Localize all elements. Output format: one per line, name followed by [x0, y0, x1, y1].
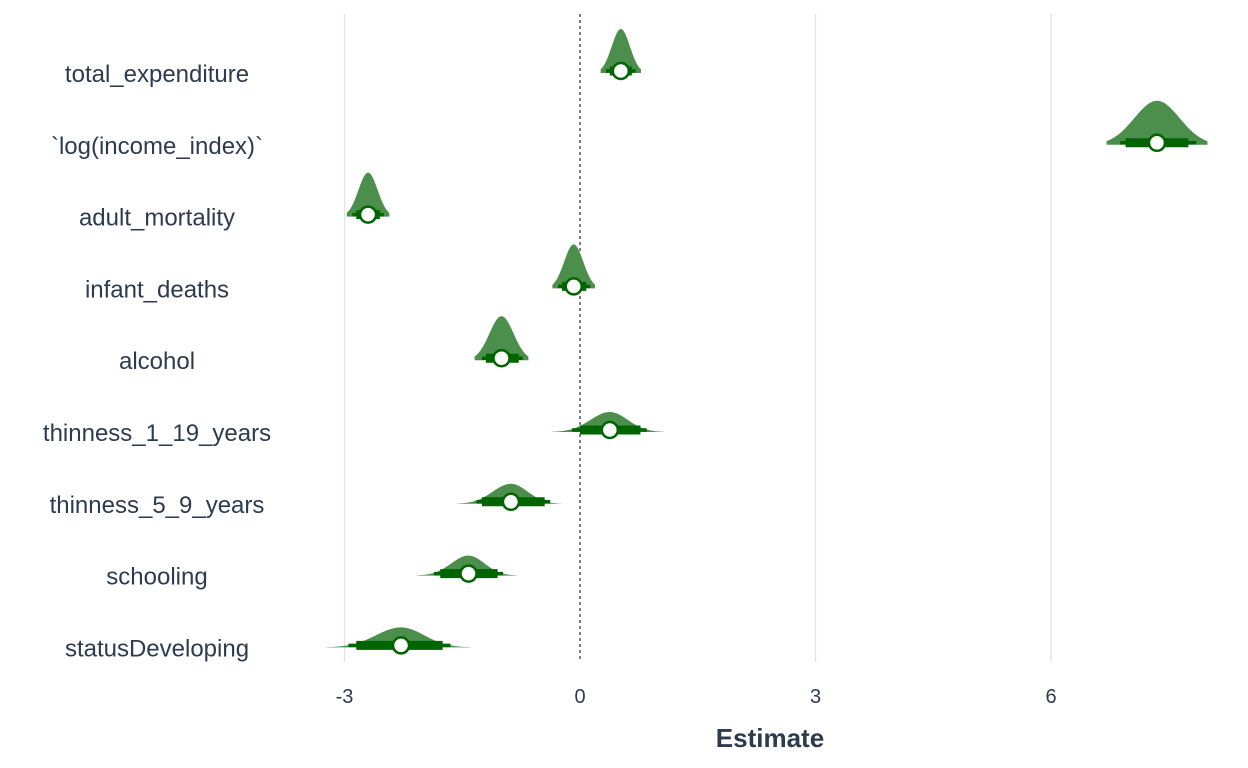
- point-estimate: [391, 636, 411, 655]
- term-label: alcohol: [119, 348, 195, 375]
- point-group: [358, 61, 1167, 655]
- term-labels: total_expenditure `log(income_index)`adul…: [43, 61, 271, 662]
- term-label: infant_deaths: [85, 276, 229, 303]
- term-label: adult_mortality: [79, 205, 235, 232]
- point-estimate: [600, 420, 620, 440]
- term-label: schooling: [106, 564, 207, 591]
- term-label: `log(income_index)`: [51, 133, 263, 160]
- term-label: thinness_1_19_years: [43, 420, 271, 447]
- term-label: thinness_5_9_years: [50, 492, 265, 519]
- x-axis-title: Estimate: [716, 723, 824, 753]
- density-shape: [552, 244, 596, 289]
- x-tick-label: 0: [574, 686, 585, 708]
- density-shape: [1106, 100, 1208, 145]
- term-label: statusDeveloping: [65, 635, 249, 662]
- x-tick-labels: -3 0 3 6: [336, 686, 1057, 708]
- point-estimate: [564, 277, 583, 296]
- grid-lines: [343, 14, 1052, 662]
- term-label: total_expenditure: [65, 61, 249, 88]
- x-tick-label: 3: [810, 686, 821, 708]
- point-estimate: [1147, 133, 1167, 153]
- density-shape: [474, 316, 529, 361]
- point-estimate: [501, 492, 521, 512]
- point-estimate: [611, 61, 631, 81]
- density-shape: [346, 172, 390, 217]
- point-estimate: [358, 205, 378, 224]
- x-tick-label: -3: [336, 686, 354, 708]
- density-shape: [600, 29, 642, 73]
- point-estimate: [459, 564, 478, 583]
- point-estimate: [492, 348, 511, 368]
- x-tick-label: 6: [1045, 686, 1056, 708]
- density-group: [325, 29, 1208, 648]
